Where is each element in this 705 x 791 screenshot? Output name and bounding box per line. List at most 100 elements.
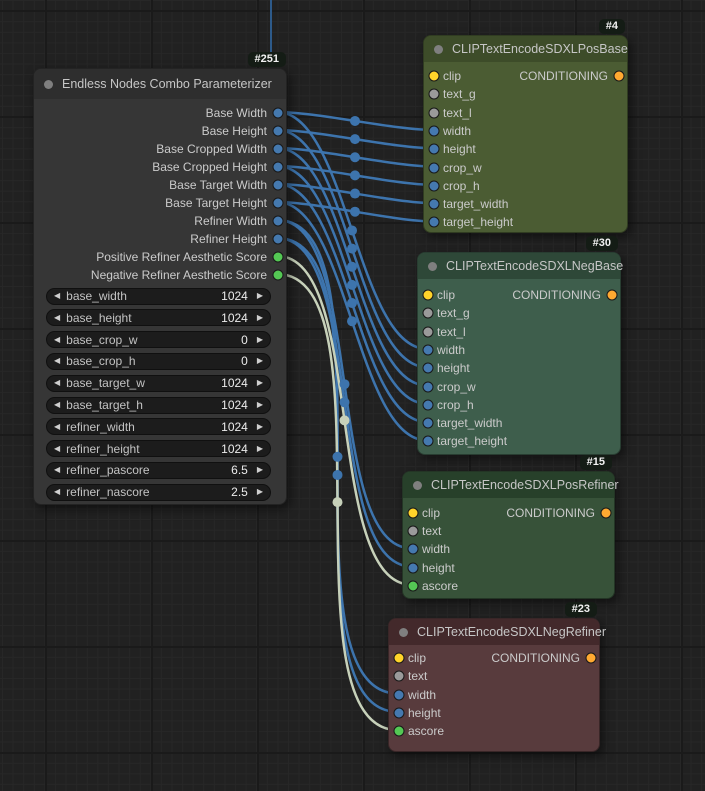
output-port-Base Target Width[interactable] <box>272 179 284 191</box>
input-port-crop_w[interactable] <box>422 381 434 392</box>
output-port-Base Height[interactable] <box>272 125 284 137</box>
collapse-dot-icon[interactable] <box>399 627 408 637</box>
node-title-bar[interactable]: Endless Nodes Combo Parameterizer <box>34 69 286 99</box>
node-4[interactable]: #4 CLIPTextEncodeSDXLPosBase clip text_g tex… <box>423 19 628 233</box>
link-midpoint-dot[interactable] <box>347 316 357 327</box>
widget-decrement-arrow-icon[interactable]: ◀ <box>54 312 61 322</box>
collapse-dot-icon[interactable] <box>413 480 422 490</box>
widget-increment-arrow-icon[interactable]: ▶ <box>256 378 263 388</box>
widget-decrement-arrow-icon[interactable]: ◀ <box>54 465 61 475</box>
input-port-clip[interactable] <box>422 289 434 301</box>
link-midpoint-dot[interactable] <box>347 261 357 272</box>
input-port-width[interactable] <box>407 543 419 555</box>
widget-base_crop_h[interactable]: ◀ base_crop_h 0 ▶ <box>46 352 271 370</box>
widget-decrement-arrow-icon[interactable]: ◀ <box>54 487 61 497</box>
input-port-clip[interactable] <box>393 652 405 664</box>
widget-increment-arrow-icon[interactable]: ▶ <box>256 312 263 322</box>
widget-decrement-arrow-icon[interactable]: ◀ <box>54 291 61 300</box>
output-port-CONDITIONING[interactable] <box>613 70 625 82</box>
widget-base_width[interactable]: ◀ base_width 1024 ▶ <box>46 287 271 305</box>
widget-increment-arrow-icon[interactable]: ▶ <box>256 356 263 366</box>
output-port-CONDITIONING[interactable] <box>606 289 618 301</box>
node-251[interactable]: #251 Endless Nodes Combo Parameterizer Bas… <box>33 52 287 505</box>
input-port-height[interactable] <box>422 362 434 374</box>
link-midpoint-dot[interactable] <box>350 206 360 217</box>
output-port-Base Width[interactable] <box>272 107 284 119</box>
input-port-text_g[interactable] <box>428 88 440 100</box>
input-port-text[interactable] <box>393 670 405 682</box>
widget-base_height[interactable]: ◀ base_height 1024 ▶ <box>46 309 271 327</box>
widget-base_target_w[interactable]: ◀ base_target_w 1024 ▶ <box>46 374 271 392</box>
input-port-text_l[interactable] <box>422 326 434 338</box>
link-midpoint-dot[interactable] <box>347 243 357 254</box>
node-15[interactable]: #15 CLIPTextEncodeSDXLPosRefiner clip text w… <box>402 455 619 599</box>
output-port-CONDITIONING[interactable] <box>600 507 612 519</box>
widget-decrement-arrow-icon[interactable]: ◀ <box>54 421 61 431</box>
link-midpoint-dot[interactable] <box>332 451 343 462</box>
input-port-text[interactable] <box>407 525 419 537</box>
node-title-bar[interactable]: CLIPTextEncodeSDXLPosRefiner <box>403 472 619 498</box>
output-port-CONDITIONING[interactable] <box>585 652 597 664</box>
link-midpoint-dot[interactable] <box>350 115 360 126</box>
node-title-bar[interactable]: CLIPTextEncodeSDXLPosBase <box>424 36 628 62</box>
widget-refiner_pascore[interactable]: ◀ refiner_pascore 6.5 ▶ <box>46 461 271 479</box>
input-port-height[interactable] <box>393 707 405 719</box>
input-port-height[interactable] <box>428 143 440 155</box>
collapse-dot-icon[interactable] <box>434 44 443 54</box>
input-port-text_l[interactable] <box>428 107 440 119</box>
widget-decrement-arrow-icon[interactable]: ◀ <box>54 443 61 453</box>
output-port-Refiner Height[interactable] <box>272 233 284 245</box>
link-midpoint-dot[interactable] <box>347 279 357 290</box>
link-midpoint-dot[interactable] <box>339 415 350 426</box>
widget-increment-arrow-icon[interactable]: ▶ <box>256 487 263 497</box>
widget-base_target_h[interactable]: ◀ base_target_h 1024 ▶ <box>46 396 271 414</box>
collapse-dot-icon[interactable] <box>44 79 53 89</box>
input-port-width[interactable] <box>393 689 405 701</box>
output-port-Positive Refiner Aesthetic Score[interactable] <box>272 251 284 263</box>
input-port-clip[interactable] <box>407 507 419 519</box>
input-port-width[interactable] <box>422 344 434 356</box>
node-30[interactable]: #30 CLIPTextEncodeSDXLNegBase clip text_g te… <box>417 236 623 455</box>
collapse-dot-icon[interactable] <box>428 261 437 271</box>
input-port-crop_w[interactable] <box>428 162 440 173</box>
input-port-crop_h[interactable] <box>428 180 440 192</box>
widget-increment-arrow-icon[interactable]: ▶ <box>256 465 263 475</box>
widget-increment-arrow-icon[interactable]: ▶ <box>256 421 263 431</box>
input-port-target_width[interactable] <box>428 198 440 210</box>
output-port-Refiner Width[interactable] <box>272 215 284 227</box>
input-port-target_height[interactable] <box>428 216 440 228</box>
widget-decrement-arrow-icon[interactable]: ◀ <box>54 400 61 409</box>
widget-decrement-arrow-icon[interactable]: ◀ <box>54 334 61 344</box>
input-port-width[interactable] <box>428 125 440 137</box>
widget-refiner_height[interactable]: ◀ refiner_height 1024 ▶ <box>46 440 271 458</box>
output-port-Base Target Height[interactable] <box>272 197 284 209</box>
input-port-height[interactable] <box>407 562 419 574</box>
output-port-Base Cropped Height[interactable] <box>272 161 284 173</box>
link-midpoint-dot[interactable] <box>350 152 360 163</box>
input-port-ascore[interactable] <box>407 580 419 592</box>
input-port-clip[interactable] <box>428 70 440 82</box>
widget-increment-arrow-icon[interactable]: ▶ <box>256 334 263 344</box>
input-port-ascore[interactable] <box>393 725 405 737</box>
link-midpoint-dot[interactable] <box>350 170 360 181</box>
link-midpoint-dot[interactable] <box>339 379 350 390</box>
link-midpoint-dot[interactable] <box>350 134 360 145</box>
input-port-target_width[interactable] <box>422 417 434 429</box>
input-port-crop_h[interactable] <box>422 399 434 411</box>
widget-increment-arrow-icon[interactable]: ▶ <box>256 443 263 453</box>
link-midpoint-dot[interactable] <box>339 397 350 408</box>
link-midpoint-dot[interactable] <box>347 225 357 236</box>
output-port-Base Cropped Width[interactable] <box>272 143 284 155</box>
widget-decrement-arrow-icon[interactable]: ◀ <box>54 356 61 366</box>
node-title-bar[interactable]: CLIPTextEncodeSDXLNegBase <box>418 253 623 279</box>
widget-refiner_width[interactable]: ◀ refiner_width 1024 ▶ <box>46 418 271 436</box>
link-midpoint-dot[interactable] <box>347 298 357 309</box>
widget-refiner_nascore[interactable]: ◀ refiner_nascore 2.5 ▶ <box>46 483 271 501</box>
widget-decrement-arrow-icon[interactable]: ◀ <box>54 378 61 388</box>
input-port-target_height[interactable] <box>422 435 434 447</box>
link-midpoint-dot[interactable] <box>332 497 343 508</box>
widget-base_crop_w[interactable]: ◀ base_crop_w 0 ▶ <box>46 331 271 349</box>
node-title-bar[interactable]: CLIPTextEncodeSDXLNegRefiner <box>389 619 606 645</box>
link-midpoint-dot[interactable] <box>332 469 343 480</box>
